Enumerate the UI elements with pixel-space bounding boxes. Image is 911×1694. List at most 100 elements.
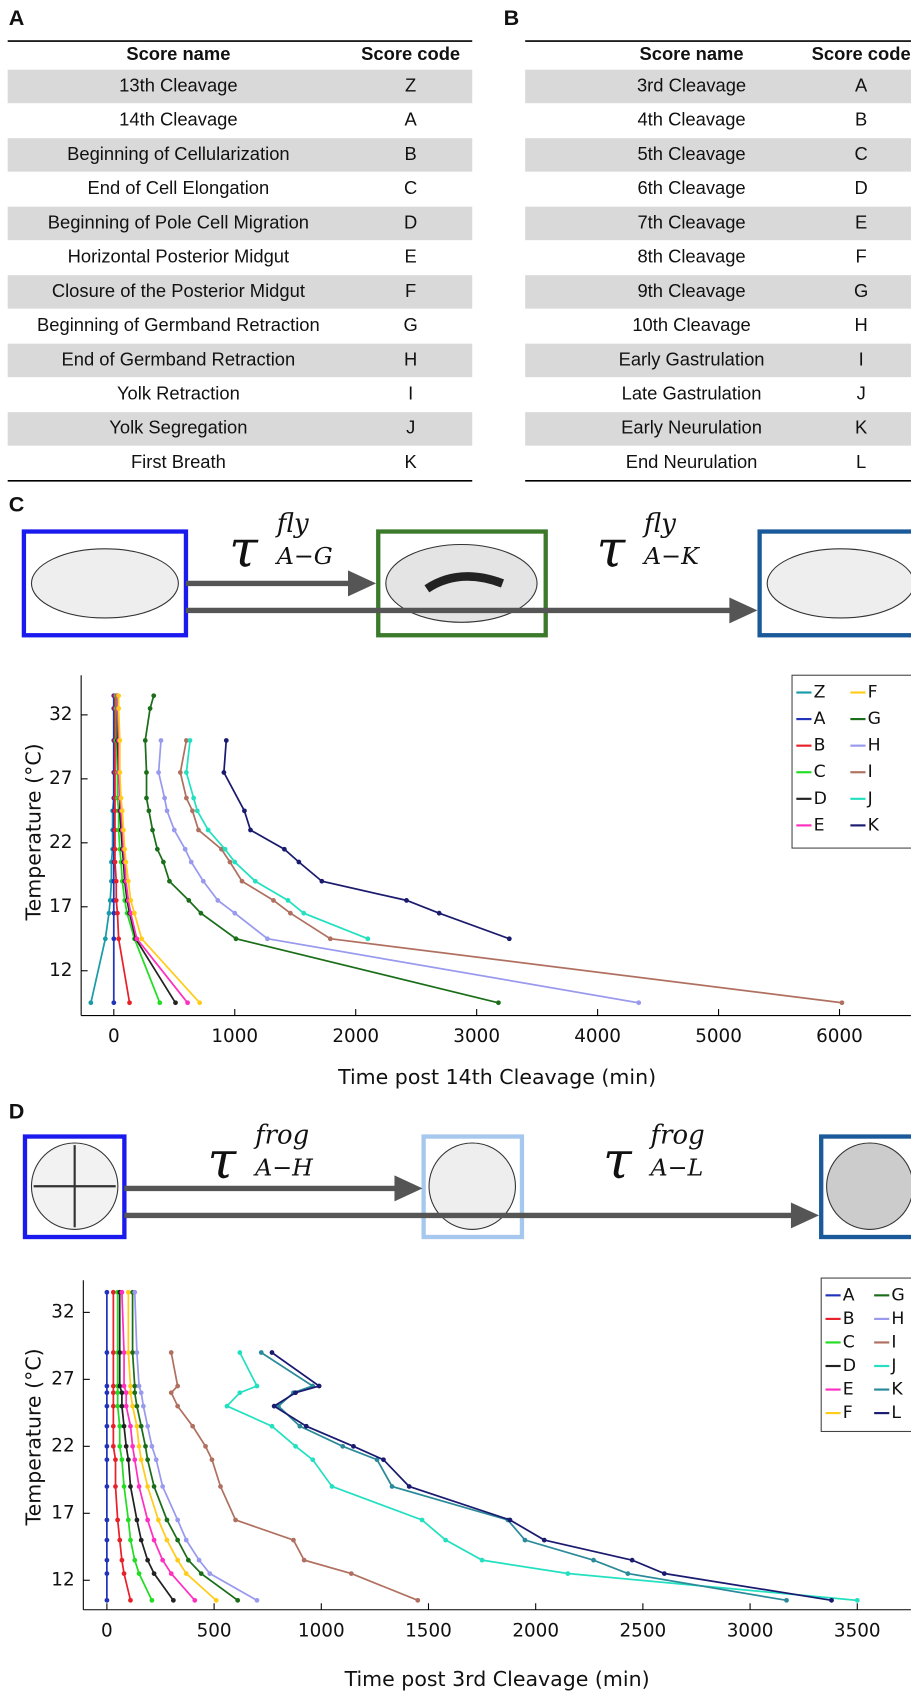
data-point <box>184 796 189 801</box>
data-point <box>152 1484 157 1489</box>
data-point <box>126 1518 131 1523</box>
x-tick-label: 6000 <box>816 1026 863 1047</box>
data-point <box>160 1484 165 1489</box>
data-point <box>175 1384 180 1389</box>
cell: A <box>405 109 418 130</box>
data-point <box>225 1404 230 1409</box>
cell: 8th Cleavage <box>637 246 745 267</box>
data-point <box>122 847 127 852</box>
cell: 6th Cleavage <box>637 177 745 198</box>
data-point <box>135 1424 140 1429</box>
data-point <box>139 1457 144 1462</box>
data-point <box>134 936 139 941</box>
data-point <box>175 1518 180 1523</box>
arrow-head <box>394 1175 422 1201</box>
data-point <box>404 898 409 903</box>
arrow-head <box>729 597 757 623</box>
data-point <box>122 1571 127 1576</box>
data-point <box>162 796 167 801</box>
x-tick-label: 2000 <box>512 1620 559 1641</box>
data-point <box>120 1404 125 1409</box>
data-point <box>111 1384 116 1389</box>
data-point <box>120 1290 125 1295</box>
data-point <box>197 1558 202 1563</box>
arrow-head <box>791 1202 819 1228</box>
figure: A B C D Score nameScore code13th Cleavag… <box>0 0 911 1694</box>
cell: Early Gastrulation <box>619 348 765 369</box>
legend-label: F <box>843 1403 853 1423</box>
x-tick-label: 3000 <box>453 1026 500 1047</box>
data-point <box>242 808 247 813</box>
data-point <box>128 898 133 903</box>
cell: Yolk Retraction <box>117 382 240 403</box>
series-line <box>224 740 509 938</box>
data-point <box>111 1390 116 1395</box>
data-point <box>340 1444 345 1449</box>
data-point <box>124 860 129 865</box>
x-tick-label: 1500 <box>405 1620 452 1641</box>
cell: F <box>405 280 416 301</box>
data-point <box>105 1390 110 1395</box>
embryo-sketch <box>31 549 178 618</box>
tau-symbol: τ <box>208 1131 238 1191</box>
data-point <box>137 1571 142 1576</box>
data-point <box>172 828 177 833</box>
x-axis-label: Time post 3rd Cleavage (min) <box>344 1667 650 1691</box>
data-point <box>662 1571 667 1576</box>
x-axis-label: Time post 14th Cleavage (min) <box>337 1065 656 1089</box>
data-point <box>160 1558 165 1563</box>
cell: 10th Cleavage <box>632 314 750 335</box>
data-point <box>141 1404 146 1409</box>
data-point <box>222 770 227 775</box>
data-point <box>105 1558 110 1563</box>
series-line <box>133 1292 238 1600</box>
cell: L <box>856 451 866 472</box>
data-point <box>161 860 166 865</box>
data-point <box>407 1484 412 1489</box>
data-point <box>145 1518 150 1523</box>
data-point <box>175 1404 180 1409</box>
y-tick-label: 17 <box>51 1502 74 1523</box>
data-point <box>145 1558 150 1563</box>
cell: End of Cell Elongation <box>88 177 270 198</box>
legend-label: B <box>814 736 826 756</box>
cell: Early Neurulation <box>621 417 762 438</box>
data-point <box>171 1598 176 1603</box>
data-point <box>124 1444 129 1449</box>
cell: H <box>855 314 868 335</box>
tau-subscript: A−K <box>642 542 700 570</box>
cell: I <box>859 348 864 369</box>
cell: K <box>855 417 868 438</box>
legend-label: K <box>868 815 880 835</box>
data-point <box>195 808 200 813</box>
data-point <box>437 911 442 916</box>
data-point <box>139 1390 144 1395</box>
x-tick-label: 3500 <box>834 1620 881 1641</box>
series-line <box>272 1353 832 1601</box>
data-point <box>304 1424 309 1429</box>
data-point <box>190 808 195 813</box>
data-point <box>542 1538 547 1543</box>
data-point <box>507 936 512 941</box>
series-line <box>128 1292 216 1600</box>
cell: 5th Cleavage <box>637 143 745 164</box>
data-point <box>105 1538 110 1543</box>
data-point <box>105 1424 110 1429</box>
data-point <box>105 1444 110 1449</box>
embryo-sketch <box>827 1143 911 1229</box>
data-point <box>271 898 276 903</box>
data-point <box>296 860 301 865</box>
x-tick-label: 5000 <box>695 1026 742 1047</box>
cell: C <box>855 143 868 164</box>
data-point <box>150 1598 155 1603</box>
data-point <box>328 936 333 941</box>
cell: 14th Cleavage <box>119 109 237 130</box>
tau-superscript: fly <box>275 509 309 539</box>
legend-label: D <box>843 1356 856 1376</box>
cell: E <box>405 246 417 267</box>
cell: E <box>855 211 867 232</box>
legend-label: E <box>814 815 825 835</box>
data-point <box>630 1558 635 1563</box>
data-point <box>259 1350 264 1355</box>
data-point <box>105 1350 110 1355</box>
